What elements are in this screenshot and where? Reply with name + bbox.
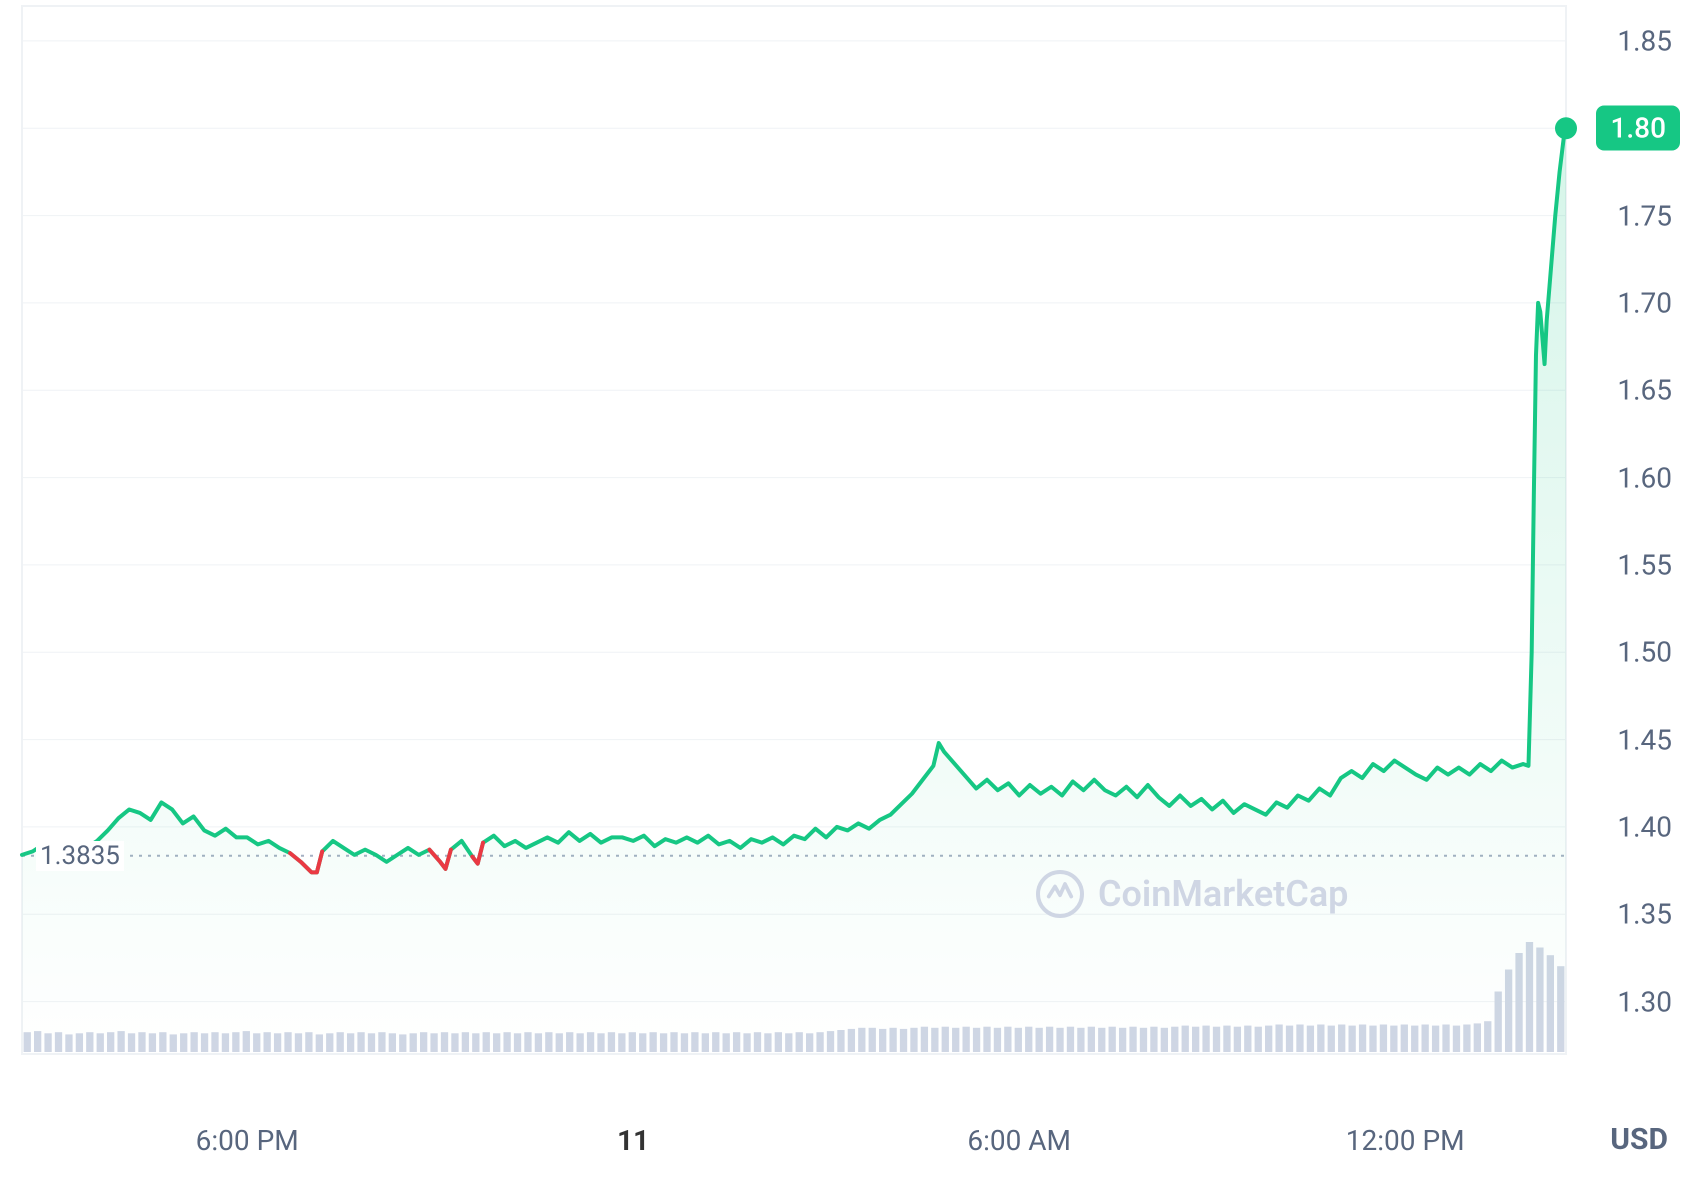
y-tick-label: 1.60 (1617, 461, 1672, 494)
y-tick-label: 1.40 (1617, 810, 1672, 843)
watermark: CoinMarketCap (1036, 870, 1348, 918)
watermark-text: CoinMarketCap (1098, 873, 1348, 915)
y-tick-label: 1.35 (1617, 898, 1672, 931)
y-tick-label: 1.70 (1617, 286, 1672, 319)
y-tick-label: 1.30 (1617, 985, 1672, 1018)
open-price-label: 1.3835 (36, 841, 124, 871)
current-price-badge: 1.80 (1596, 106, 1680, 151)
y-tick-label: 1.55 (1617, 548, 1672, 581)
y-tick-label: 1.50 (1617, 636, 1672, 669)
y-tick-label: 1.75 (1617, 199, 1672, 232)
coinmarketcap-icon (1036, 870, 1084, 918)
x-tick-label: 11 (617, 1124, 649, 1157)
y-tick-label: 1.45 (1617, 723, 1672, 756)
currency-label: USD (1610, 1122, 1668, 1157)
chart-svg (0, 0, 1688, 1189)
y-tick-label: 1.85 (1617, 24, 1672, 57)
price-chart[interactable]: 1.30 1.35 1.40 1.45 1.50 1.55 1.60 1.65 1.70 1.75… (0, 0, 1688, 1189)
x-tick-label: 6:00 AM (967, 1124, 1071, 1157)
y-tick-label: 1.65 (1617, 374, 1672, 407)
x-tick-label: 12:00 PM (1346, 1124, 1465, 1157)
x-tick-label: 6:00 PM (196, 1124, 299, 1157)
